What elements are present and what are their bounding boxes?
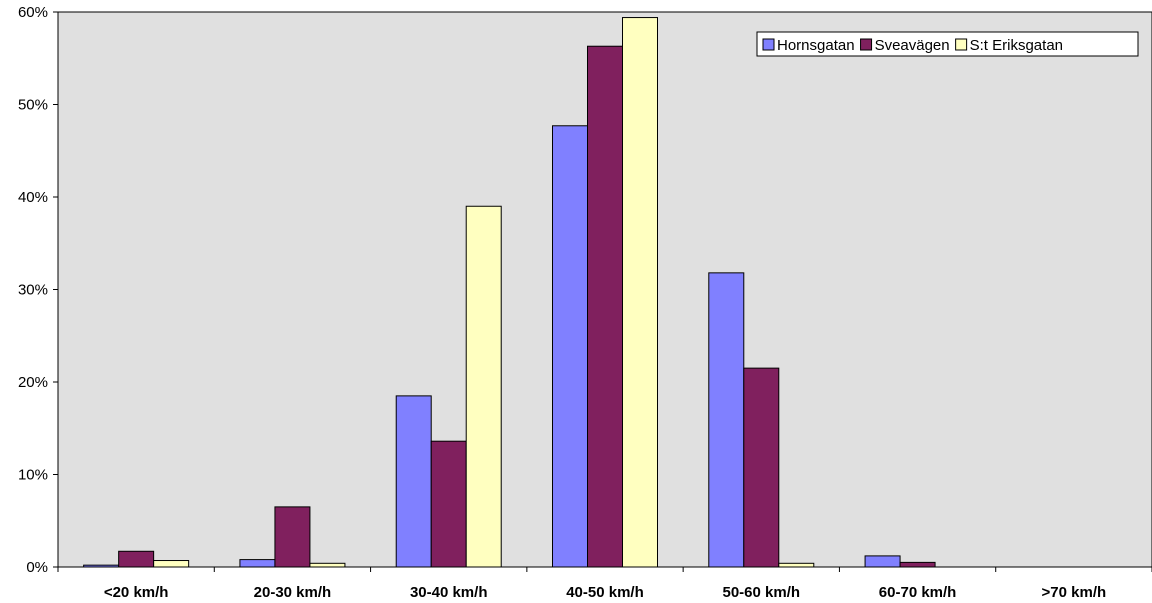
y-axis: 0% 10% 20% 30% 40% 50% 60% bbox=[18, 4, 59, 576]
y-tick-label: 60% bbox=[18, 4, 48, 21]
bar-sveav-gen-2 bbox=[430, 440, 467, 568]
y-tick-label: 0% bbox=[26, 559, 48, 576]
y-tick-label: 10% bbox=[18, 467, 48, 484]
bar-sveav-gen-5 bbox=[899, 561, 936, 568]
bar-s-t-eriksgatan-1 bbox=[309, 562, 346, 568]
bar-hornsgatan-4 bbox=[708, 272, 745, 568]
legend-label: Hornsgatan bbox=[777, 37, 855, 54]
bar-s-t-eriksgatan-0 bbox=[153, 560, 190, 568]
y-tick-label: 20% bbox=[18, 374, 48, 391]
bar-s-t-eriksgatan-2 bbox=[465, 205, 502, 568]
legend-label: S:t Eriksgatan bbox=[970, 37, 1063, 54]
x-category-label: 20-30 km/h bbox=[254, 584, 332, 601]
bar-sveav-gen-3 bbox=[587, 45, 623, 568]
bar-sveav-gen-0 bbox=[118, 550, 155, 568]
x-category-label: <20 km/h bbox=[104, 584, 169, 601]
bar-sveav-gen-1 bbox=[274, 506, 311, 568]
y-tick-label: 40% bbox=[18, 189, 48, 206]
bars-group bbox=[83, 17, 936, 568]
bar-s-t-eriksgatan-4 bbox=[778, 562, 815, 568]
legend-swatch bbox=[860, 38, 873, 51]
y-tick-label: 50% bbox=[18, 97, 48, 114]
bar-hornsgatan-2 bbox=[395, 395, 432, 568]
x-category-label: 40-50 km/h bbox=[566, 584, 644, 601]
x-category-label: >70 km/h bbox=[1042, 584, 1107, 601]
legend-label: Sveavägen bbox=[875, 37, 950, 54]
legend-box bbox=[756, 31, 1139, 57]
legend: Hornsgatan Sveavägen S:t Eriksgatan bbox=[756, 31, 1139, 57]
bar-sveav-gen-4 bbox=[743, 367, 780, 568]
bar-s-t-eriksgatan-3 bbox=[622, 17, 658, 568]
x-category-label: 60-70 km/h bbox=[879, 584, 957, 601]
legend-swatch bbox=[762, 38, 775, 51]
bar-hornsgatan-3 bbox=[552, 125, 588, 568]
bar-hornsgatan-5 bbox=[864, 555, 901, 568]
x-category-label: 50-60 km/h bbox=[723, 584, 801, 601]
bar-hornsgatan-1 bbox=[239, 559, 276, 568]
legend-swatch bbox=[955, 38, 968, 51]
x-axis: <20 km/h 20-30 km/h 30-40 km/h 40-50 km/h 50… bbox=[57, 566, 1152, 601]
y-tick-label: 30% bbox=[18, 282, 48, 299]
x-category-label: 30-40 km/h bbox=[410, 584, 488, 601]
